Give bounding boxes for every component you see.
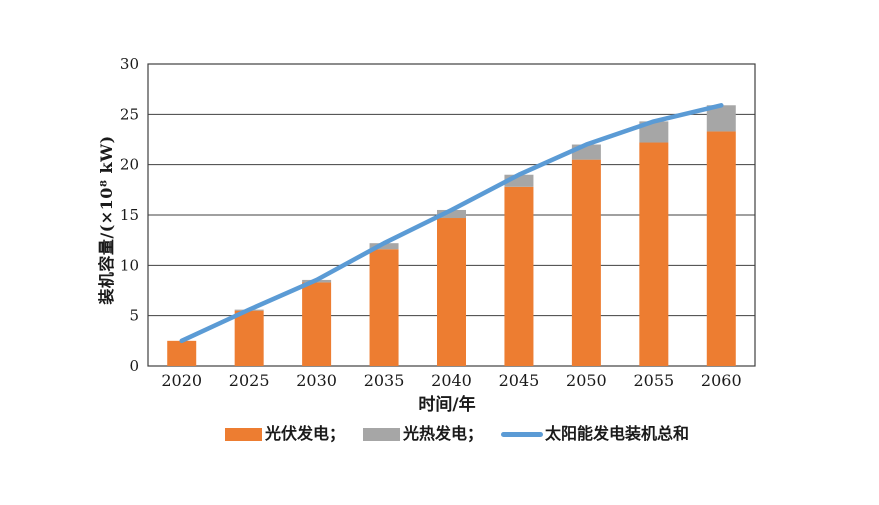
csp-color-swatch-icon (363, 427, 400, 441)
line-total (179, 103, 724, 344)
y-tick-label: 10 (120, 256, 139, 274)
bar-pv-2050 (571, 159, 601, 366)
legend-item-total: 太阳能发电装机总和 (501, 424, 689, 444)
bar-csp-2040 (437, 209, 466, 219)
legend-label-csp: 光热发电； (403, 424, 484, 443)
x-tick-label: 2060 (701, 371, 742, 390)
chart-legend: 光伏发电； 光热发电； 太阳能发电装机总和 (0, 424, 879, 444)
pv-color-swatch-icon (225, 427, 262, 441)
legend-item-pv: 光伏发电； (225, 424, 345, 444)
y-axis-title: 装机容量/(×10⁸ kW) (97, 135, 116, 305)
legend-label-total: 太阳能发电装机总和 (545, 424, 690, 443)
bar-pv-2025 (234, 310, 264, 366)
bar-pv-2045 (504, 186, 534, 366)
x-tick-label: 2055 (633, 371, 674, 390)
y-tick-label: 20 (120, 156, 139, 174)
y-tick-label: 5 (129, 307, 139, 325)
bar-csp-2055 (639, 121, 669, 143)
total-line-swatch-icon (501, 431, 543, 437)
bar-csp-2035 (369, 243, 399, 250)
x-tick-label: 2050 (566, 371, 607, 390)
x-tick-label: 2045 (499, 371, 540, 390)
x-axis-title: 时间/年 (418, 395, 476, 415)
legend-item-csp: 光热发电； (363, 424, 483, 444)
bar-pv-2060 (706, 131, 736, 366)
x-tick-label: 2025 (229, 371, 270, 390)
x-tick-label: 2030 (296, 371, 337, 390)
bar-pv-2020 (167, 340, 197, 366)
x-tick-label: 2040 (431, 371, 472, 390)
y-tick-label: 25 (120, 105, 139, 123)
x-tick-label: 2035 (364, 371, 405, 390)
bar-pv-2035 (369, 249, 399, 366)
bar-pv-2055 (639, 142, 669, 366)
y-tick-label: 0 (129, 357, 139, 375)
y-tick-label: 30 (120, 55, 139, 73)
bar-pv-2030 (302, 282, 332, 366)
bar-pv-2040 (437, 218, 466, 366)
legend-label-pv: 光伏发电； (265, 424, 346, 443)
x-tick-label: 2020 (161, 371, 202, 390)
y-tick-label: 15 (120, 206, 139, 224)
